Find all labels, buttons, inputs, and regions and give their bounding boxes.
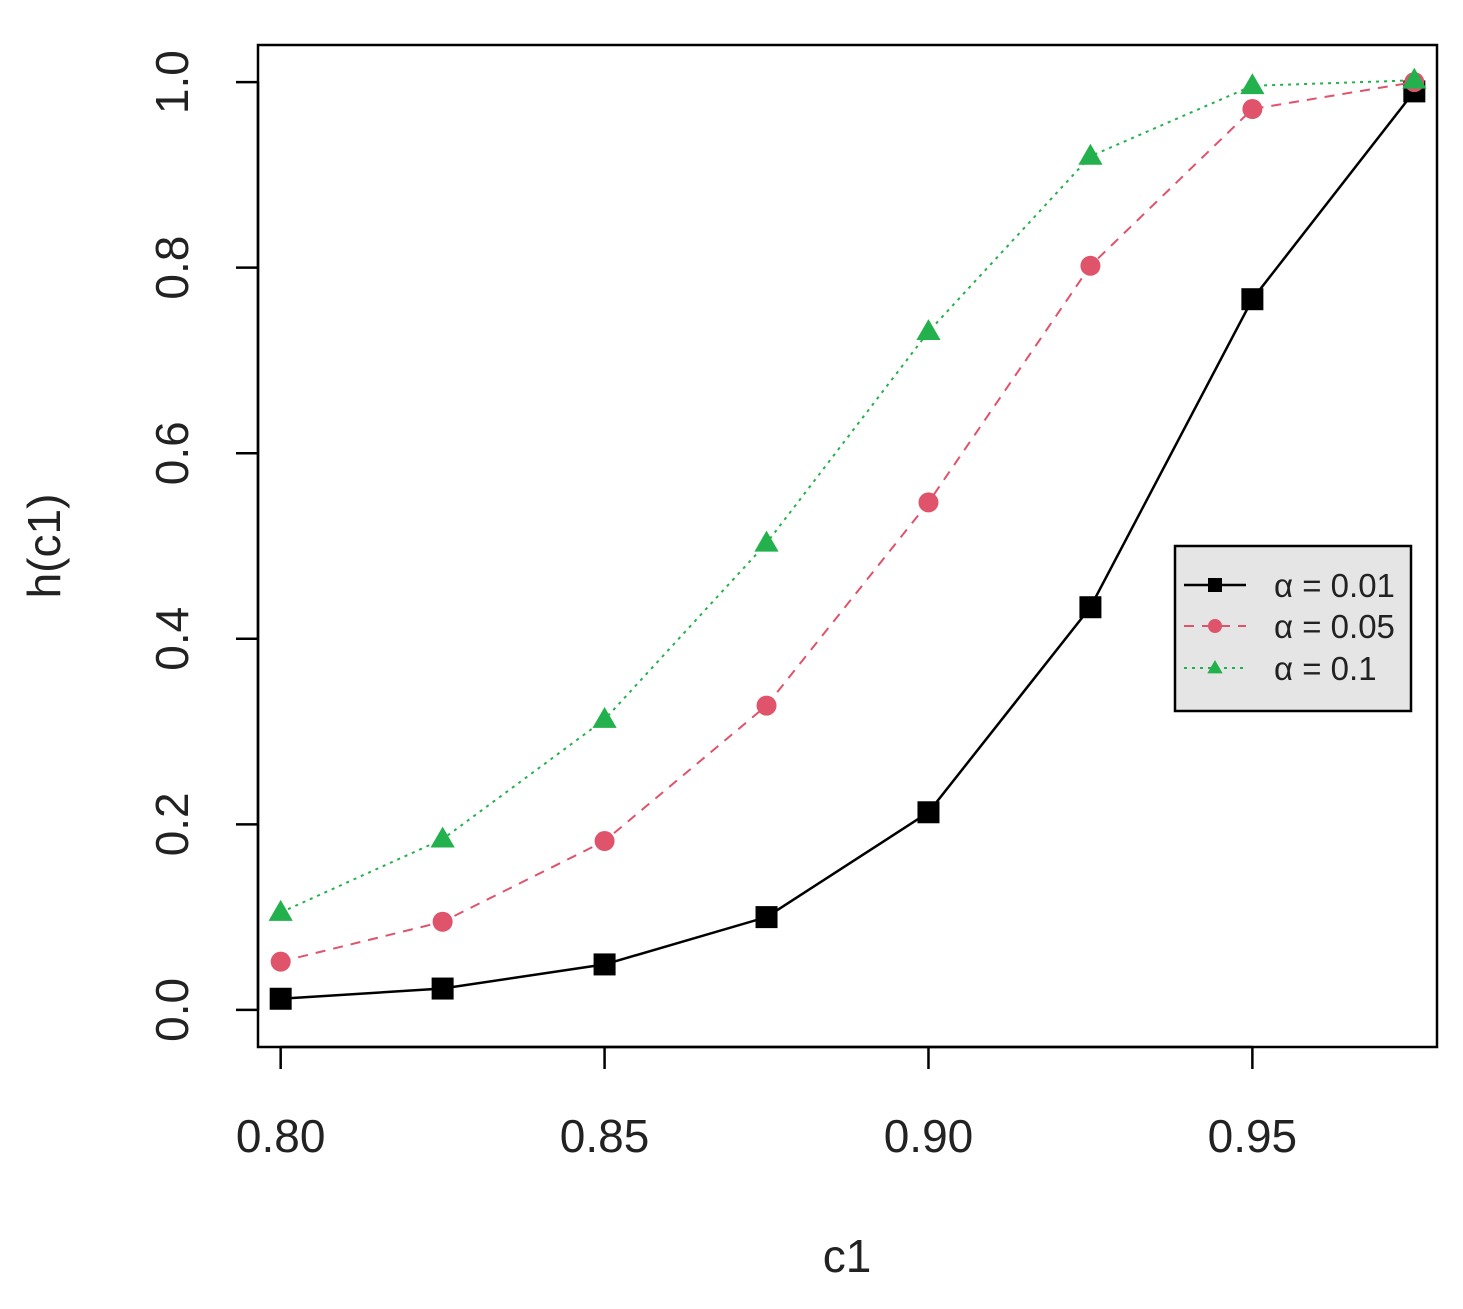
data-point: [918, 492, 939, 513]
data-point: [755, 906, 778, 929]
data-point: [1240, 73, 1265, 95]
x-tick-label: 0.85: [560, 1110, 650, 1162]
data-point: [270, 951, 291, 972]
data-point: [594, 831, 615, 852]
y-tick-label: 0.6: [146, 421, 198, 485]
y-tick-label: 0.0: [146, 978, 198, 1042]
data-point: [917, 801, 940, 824]
legend: α = 0.01 α = 0.05 α = 0.1: [1173, 544, 1413, 713]
y-tick-label: 0.2: [146, 792, 198, 856]
x-tick-label: 0.95: [1208, 1110, 1298, 1162]
y-axis: 0.0 0.2 0.4 0.6 0.8 1.0: [146, 50, 260, 1042]
y-tick-label: 0.8: [146, 236, 198, 300]
series-line: [280, 81, 1415, 963]
legend-label: α = 0.05: [1274, 608, 1395, 645]
y-tick-label: 0.4: [146, 607, 198, 671]
data-point: [268, 899, 293, 921]
x-axis: 0.80 0.85 0.90 0.95: [236, 1045, 1298, 1162]
series-layer: [268, 67, 1427, 1010]
data-point: [1080, 255, 1101, 276]
data-point: [432, 911, 453, 932]
legend-marker: [1207, 660, 1223, 674]
series-line: [280, 90, 1416, 1001]
data-point: [1402, 67, 1427, 89]
data-point: [1241, 288, 1264, 311]
series-line: [280, 79, 1415, 914]
data-point: [430, 826, 455, 848]
y-tick-label: 1.0: [146, 50, 198, 114]
series-3: [268, 67, 1427, 921]
data-point: [756, 695, 777, 716]
data-point: [1242, 99, 1263, 120]
data-point: [916, 319, 941, 341]
y-axis-label: h(c1): [18, 494, 70, 599]
legend-item: α = 0.01: [1184, 567, 1395, 604]
x-tick-label: 0.80: [236, 1110, 326, 1162]
data-point: [754, 530, 779, 552]
data-point: [1079, 596, 1102, 619]
data-point: [1078, 143, 1103, 165]
legend-marker: [1208, 578, 1222, 592]
legend-label: α = 0.1: [1274, 650, 1377, 687]
legend-item: α = 0.1: [1184, 650, 1377, 687]
data-point: [431, 977, 454, 1000]
legend-label: α = 0.01: [1274, 567, 1395, 604]
data-point: [592, 706, 617, 728]
legend-item: α = 0.05: [1184, 608, 1395, 645]
x-axis-label: c1: [823, 1230, 872, 1282]
data-point: [593, 953, 616, 976]
legend-marker: [1208, 619, 1222, 633]
data-point: [269, 987, 292, 1010]
x-tick-label: 0.90: [884, 1110, 974, 1162]
